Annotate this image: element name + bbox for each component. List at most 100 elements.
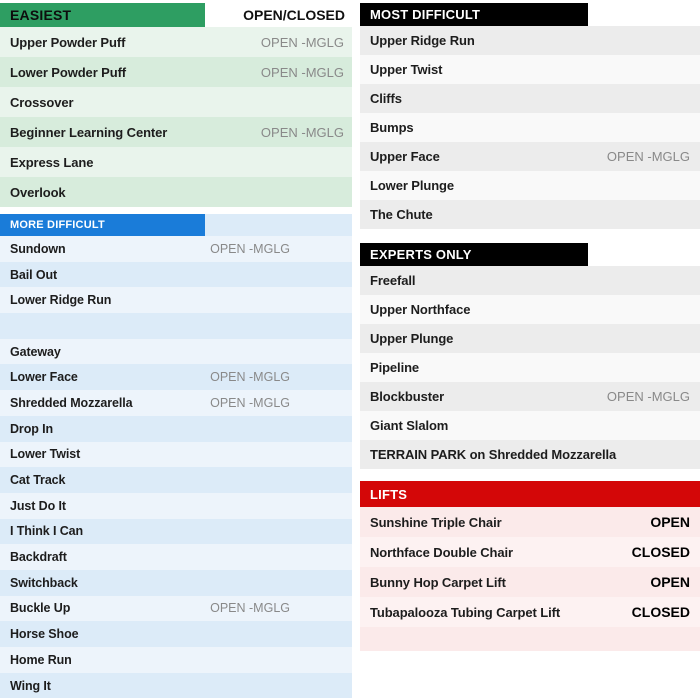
table-row: Upper Face OPEN -MGLG — [360, 142, 700, 171]
table-row: Blockbuster OPEN -MGLG — [360, 382, 700, 411]
lifts-header: LIFTS — [360, 481, 700, 507]
trail-status: OPEN -MGLG — [260, 64, 344, 80]
trail-status: OPEN -MGLG — [210, 370, 290, 385]
trail-name: Wing It — [10, 678, 51, 693]
trail-name: Upper Ridge Run — [370, 33, 475, 48]
table-row: Just Do It — [0, 492, 352, 519]
most-difficult-rows: Upper Ridge Run Upper Twist Cliffs Bumps Upp… — [360, 26, 700, 229]
table-row: I Think I Can — [0, 518, 352, 545]
table-row: Buckle Up OPEN -MGLG — [0, 595, 352, 622]
table-row: Wing It — [0, 672, 352, 699]
trail-name: Pipeline — [370, 360, 420, 375]
trail-name: Backdraft — [10, 550, 67, 565]
table-row: Lower Face OPEN -MGLG — [0, 364, 352, 391]
lifts-rows: Sunshine Triple Chair OPEN Northface Doubl… — [360, 507, 700, 627]
table-row: Bunny Hop Carpet Lift OPEN — [360, 567, 700, 597]
table-row: TERRAIN PARK on Shredded Mozzarella — [360, 440, 700, 469]
trail-status: OPEN -MGLG — [606, 389, 690, 404]
trail-name: Horse Shoe — [10, 627, 79, 642]
table-row: Lower Twist — [0, 441, 352, 468]
trail-status: OPEN -MGLG — [210, 241, 290, 256]
left-column: EASIEST OPEN/CLOSED Upper Powder Puff OPE… — [0, 3, 352, 699]
trail-name: Lower Face — [10, 370, 78, 385]
trail-status: OPEN -MGLG — [606, 149, 690, 164]
table-row: Backdraft — [0, 544, 352, 570]
trail-name: Lower Plunge — [370, 178, 455, 193]
table-row: Giant Slalom — [360, 411, 700, 440]
trail-name: Lower Twist — [10, 447, 81, 462]
trail-name: Sunshine Triple Chair — [370, 514, 502, 530]
trail-name: Gateway — [10, 344, 61, 359]
table-row: Upper Powder Puff OPEN -MGLG — [0, 27, 352, 57]
trail-status: CLOSED — [631, 544, 690, 560]
lifts-section: LIFTS Sunshine Triple Chair OPEN Northface… — [360, 481, 700, 651]
table-row: Cat Track — [0, 467, 352, 493]
table-row: The Chute — [360, 200, 700, 229]
trail-status: OPEN -MGLG — [210, 601, 290, 616]
table-row: Crossover — [0, 87, 352, 117]
table-row: Lower Powder Puff OPEN -MGLG — [0, 57, 352, 87]
trail-name: Northface Double Chair — [370, 544, 513, 560]
lifts-filler — [360, 627, 700, 651]
more-difficult-header-row: MORE DIFFICULT — [0, 214, 352, 236]
table-row: Lower Ridge Run — [0, 287, 352, 314]
trail-name: Bumps — [370, 120, 414, 135]
trail-name: TERRAIN PARK on Shredded Mozzarella — [370, 447, 617, 462]
trail-status: OPEN — [650, 574, 690, 590]
trail-status: OPEN -MGLG — [210, 395, 290, 410]
trail-name: Upper Northface — [370, 302, 471, 317]
table-row: Horse Shoe — [0, 621, 352, 647]
table-row: Sunshine Triple Chair OPEN — [360, 507, 700, 537]
right-column: MOST DIFFICULT Upper Ridge Run Upper Twis… — [360, 3, 700, 698]
trail-name: Upper Face — [370, 149, 440, 164]
trail-name: Giant Slalom — [370, 418, 449, 433]
trail-name: Overlook — [10, 184, 66, 200]
lifts-header-row: LIFTS — [360, 481, 700, 507]
trail-status: OPEN — [650, 514, 690, 530]
easiest-header-row: EASIEST OPEN/CLOSED — [0, 3, 352, 27]
table-row — [0, 313, 352, 339]
experts-only-section: EXPERTS ONLY Freefall Upper Northface Uppe… — [360, 243, 700, 469]
more-difficult-header: MORE DIFFICULT — [0, 214, 205, 236]
trail-name: Bunny Hop Carpet Lift — [370, 574, 506, 590]
table-row: Bumps — [360, 113, 700, 142]
trail-name: Freefall — [370, 273, 416, 288]
table-row: Upper Northface — [360, 295, 700, 324]
table-row: Overlook — [0, 177, 352, 207]
table-row: Express Lane — [0, 147, 352, 177]
table-row: Home Run — [0, 647, 352, 673]
trail-name: Shredded Mozzarella — [10, 395, 133, 410]
table-row: Freefall — [360, 266, 700, 295]
table-row: Pipeline — [360, 353, 700, 382]
table-row: Upper Plunge — [360, 324, 700, 353]
table-row: Cliffs — [360, 84, 700, 113]
easiest-rows: Upper Powder Puff OPEN -MGLG Lower Powder … — [0, 27, 352, 207]
trail-name: Express Lane — [10, 154, 94, 170]
trail-status: CLOSED — [631, 604, 690, 620]
table-row: Upper Ridge Run — [360, 26, 700, 55]
most-difficult-section: MOST DIFFICULT Upper Ridge Run Upper Twis… — [360, 3, 700, 229]
trail-name: Home Run — [10, 652, 72, 667]
table-row: Shredded Mozzarella OPEN -MGLG — [0, 390, 352, 416]
trail-name: The Chute — [370, 207, 433, 222]
table-row: Drop In — [0, 415, 352, 442]
trail-name: I Think I Can — [10, 524, 84, 539]
most-difficult-header: MOST DIFFICULT — [360, 3, 588, 26]
experts-only-header-row: EXPERTS ONLY — [360, 243, 700, 266]
most-difficult-header-row: MOST DIFFICULT — [360, 3, 700, 26]
trail-name: Crossover — [10, 94, 74, 110]
trail-name: Drop In — [10, 421, 54, 436]
table-row: Tubapalooza Tubing Carpet Lift CLOSED — [360, 597, 700, 627]
table-row: Bail Out — [0, 261, 352, 288]
trail-name: Tubapalooza Tubing Carpet Lift — [370, 604, 561, 620]
table-row: Gateway — [0, 338, 352, 365]
trail-name: Lower Ridge Run — [10, 293, 112, 308]
trail-name: Buckle Up — [10, 601, 71, 616]
table-row: Upper Twist — [360, 55, 700, 84]
trail-name: Blockbuster — [370, 389, 445, 404]
experts-only-header: EXPERTS ONLY — [360, 243, 588, 266]
table-row: Lower Plunge — [360, 171, 700, 200]
more-difficult-section: MORE DIFFICULT Sundown OPEN -MGLG Bail Out… — [0, 214, 352, 699]
trail-status: OPEN -MGLG — [260, 124, 344, 140]
